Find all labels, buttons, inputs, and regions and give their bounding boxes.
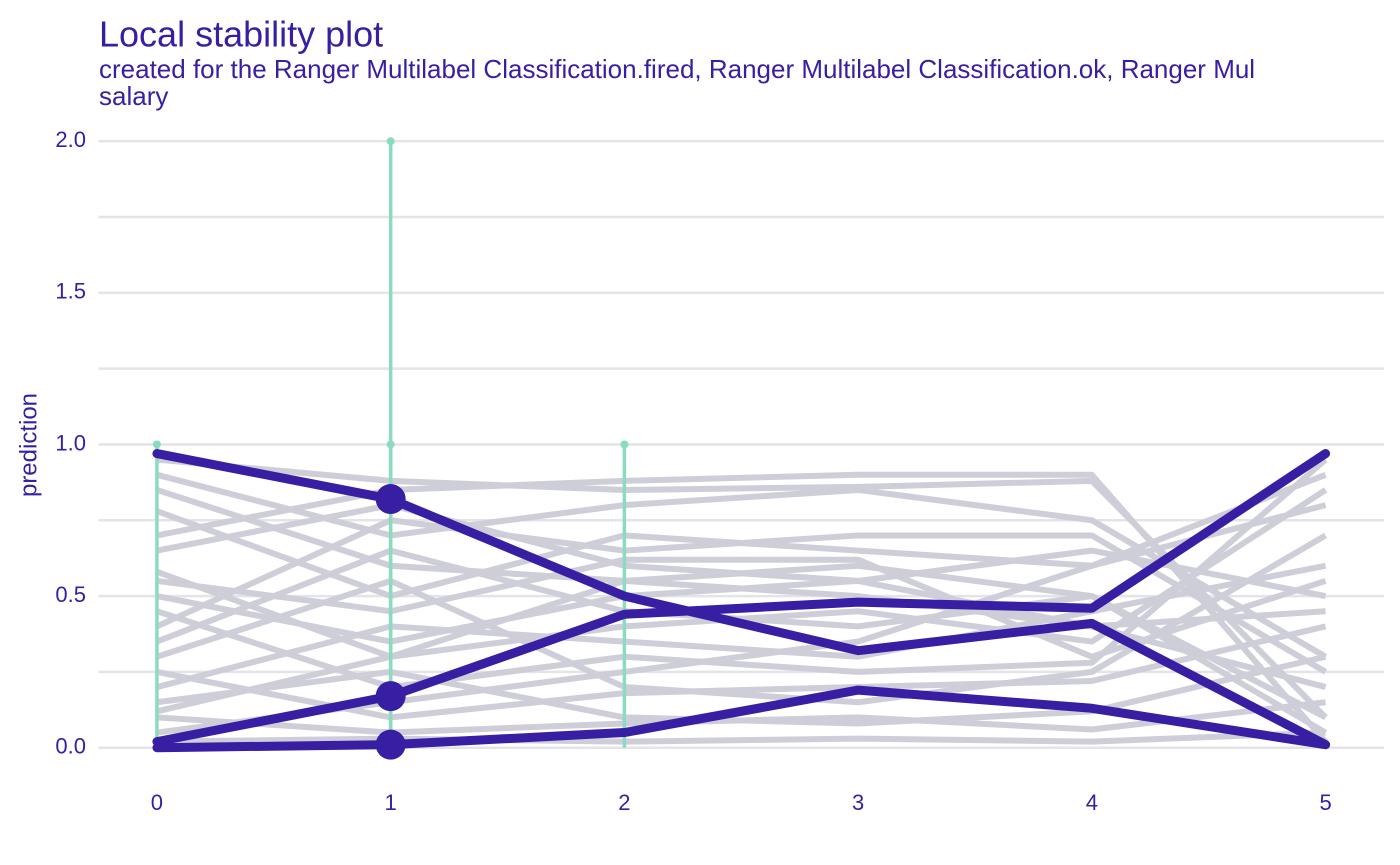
y-tick-label: 1.0 <box>55 430 86 455</box>
background-line <box>156 471 1328 660</box>
background-line <box>156 699 1326 736</box>
y-axis-label: prediction <box>15 393 42 497</box>
x-tick-label: 3 <box>852 790 864 815</box>
y-tick-label: 2.0 <box>55 127 86 152</box>
x-tick-label: 4 <box>1086 790 1098 815</box>
x-tick-label: 1 <box>385 790 397 815</box>
profile-line <box>152 685 1331 753</box>
profile-line <box>152 449 1331 747</box>
observation-point <box>375 484 406 515</box>
residual-end <box>386 137 395 146</box>
x-tick-label: 0 <box>151 790 163 815</box>
background-line <box>156 471 1328 744</box>
background-line <box>155 471 1327 600</box>
chart-subtitle: salary <box>99 81 168 111</box>
x-tick-label: 5 <box>1319 790 1331 815</box>
y-tick-label: 0.0 <box>55 734 86 759</box>
residual-end <box>152 440 161 449</box>
background-line <box>156 532 1328 706</box>
chart-subtitle: created for the Ranger Multilabel Classi… <box>99 54 1255 84</box>
residual-end <box>620 440 629 449</box>
chart-title: Local stability plot <box>99 14 383 55</box>
profile-line <box>152 449 1331 750</box>
residual-end <box>386 440 395 449</box>
background-line <box>156 729 1326 745</box>
background-line <box>155 517 1328 675</box>
y-tick-label: 1.5 <box>55 279 86 304</box>
y-tick-label: 0.5 <box>55 582 86 607</box>
x-tick-label: 2 <box>618 790 630 815</box>
observation-point <box>375 729 406 760</box>
observation-point <box>375 681 406 712</box>
background-line <box>156 577 1326 715</box>
background-line <box>156 502 1327 690</box>
